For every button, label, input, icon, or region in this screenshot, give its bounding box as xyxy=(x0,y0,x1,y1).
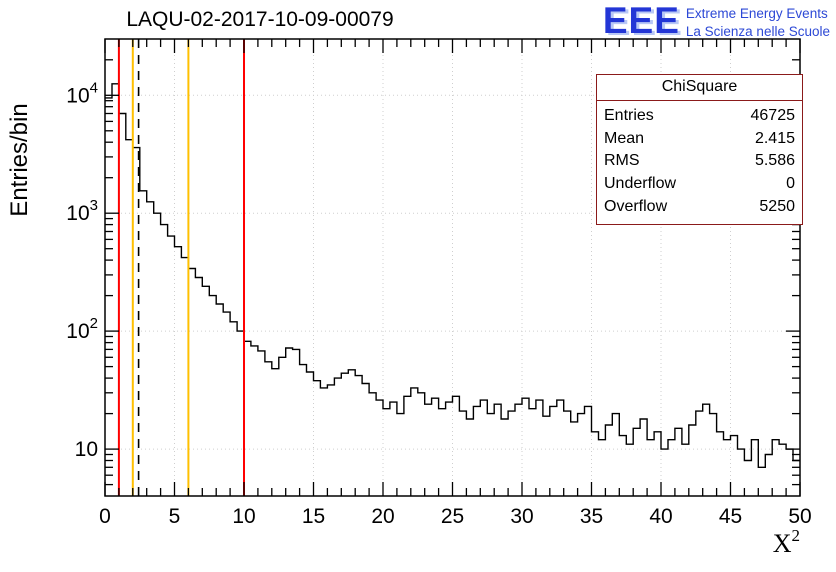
stats-box-title: ChiSquare xyxy=(597,75,802,101)
stats-label: Entries xyxy=(604,107,654,124)
stats-row: RMS 5.586 xyxy=(604,150,795,173)
y-tick-label: 10 xyxy=(75,438,98,461)
stats-label: RMS xyxy=(604,152,640,170)
plot-title: LAQU-02-2017-10-09-00079 xyxy=(126,8,394,31)
histogram-line xyxy=(105,83,800,468)
stats-value: 2.415 xyxy=(754,129,795,147)
eee-logo-text: Extreme Energy Events La Scienza nelle S… xyxy=(686,3,830,40)
y-tick-label: 103 xyxy=(66,197,98,225)
stats-box: ChiSquare Entries 46725 Mean 2.415 RMS 5.586 U… xyxy=(596,74,803,225)
y-tick-label: 104 xyxy=(66,79,98,107)
x-tick-label: 35 xyxy=(580,505,603,528)
stats-label: Overflow xyxy=(604,197,668,215)
x-axis-title: X2 xyxy=(773,526,800,558)
x-tick-label: 25 xyxy=(441,505,464,528)
y-axis-title: Entries/bin xyxy=(6,103,33,216)
eee-logo-letters: EEE xyxy=(602,0,680,41)
x-tick-label: 15 xyxy=(302,505,325,528)
stats-value: 46725 xyxy=(750,107,796,124)
stats-row: Entries 46725 xyxy=(604,105,795,128)
x-tick-label: 50 xyxy=(788,505,811,528)
stats-rows: Entries 46725 Mean 2.415 RMS 5.586 Underflow 0 O… xyxy=(597,101,802,224)
stats-label: Mean xyxy=(604,129,645,147)
eee-logo: EEE Extreme Energy Events La Scienza nel… xyxy=(602,0,830,41)
stats-row: Mean 2.415 xyxy=(604,128,795,151)
x-tick-label: 20 xyxy=(371,505,394,528)
stats-row: Underflow 0 xyxy=(604,173,795,196)
eee-logo-line1: Extreme Energy Events xyxy=(685,6,828,21)
x-tick-label: 0 xyxy=(99,505,111,528)
stats-value: 0 xyxy=(786,175,795,193)
x-tick-label: 5 xyxy=(169,505,181,528)
eee-logo-line2: La Scienza nelle Scuole xyxy=(685,23,830,39)
x-tick-label: 40 xyxy=(649,505,672,528)
x-tick-label: 45 xyxy=(719,505,742,528)
x-tick-label: 10 xyxy=(232,505,255,528)
stats-row: Overflow 5250 xyxy=(604,196,795,219)
y-tick-label: 102 xyxy=(66,315,98,343)
stats-label: Underflow xyxy=(604,175,677,193)
stats-value: 5250 xyxy=(759,197,795,215)
x-tick-label: 30 xyxy=(510,505,533,528)
stats-value: 5.586 xyxy=(754,152,795,170)
